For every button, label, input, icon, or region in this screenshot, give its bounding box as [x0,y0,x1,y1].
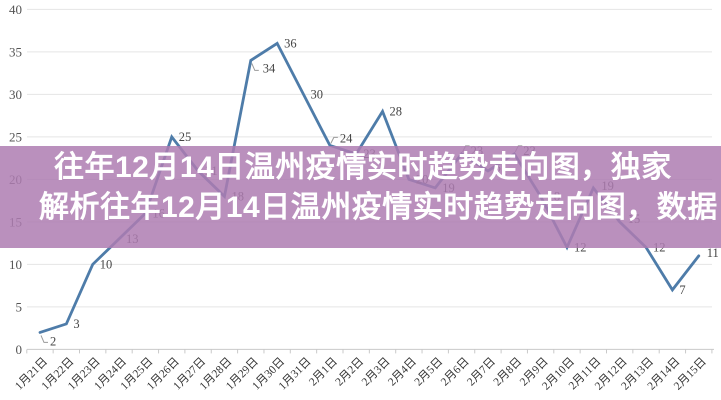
label-leader-line [330,136,338,144]
x-axis-label: 2月3日 [360,356,393,389]
data-point-label: 11 [707,246,719,260]
x-axis-label: 2月8日 [492,356,525,389]
data-point-label: 28 [390,104,403,118]
data-point-label: 2 [50,334,56,348]
data-point-label: 10 [100,257,113,271]
label-leader-line [40,335,48,343]
data-point-label: 25 [179,130,192,144]
data-point-label: 7 [679,283,685,297]
y-axis-label: 25 [9,129,22,144]
y-axis-label: 40 [9,2,22,17]
x-axis-label: 2月1日 [307,356,340,389]
banner-title-line2: 解析往年12月14日温州疫情实时趋势走向图，数据 [39,191,718,224]
title-overlay-banner: 往年12月14日温州疫情实时趋势走向图，独家 解析往年12月14日温州疫情实时趋… [0,146,721,248]
banner-title-line1: 往年12月14日温州疫情实时趋势走向图，独家 [54,151,672,184]
data-point-label: 24 [340,131,353,145]
x-axis-label: 2月2日 [333,356,366,389]
y-axis-label: 0 [16,342,23,357]
label-leader-line [251,63,259,71]
x-axis-label: 2月5日 [412,356,445,389]
data-point-label: 30 [311,87,324,101]
x-axis-label: 2月6日 [439,356,472,389]
y-axis-label: 30 [9,87,22,102]
data-point-label: 34 [263,61,276,75]
x-axis-label: 2月4日 [386,356,419,389]
y-axis-label: 5 [16,299,23,314]
y-axis-label: 10 [9,257,22,272]
x-axis-label: 2月7日 [465,356,498,389]
data-point-label: 3 [73,317,79,331]
data-point-label: 36 [284,36,297,50]
y-axis-label: 35 [9,44,22,59]
